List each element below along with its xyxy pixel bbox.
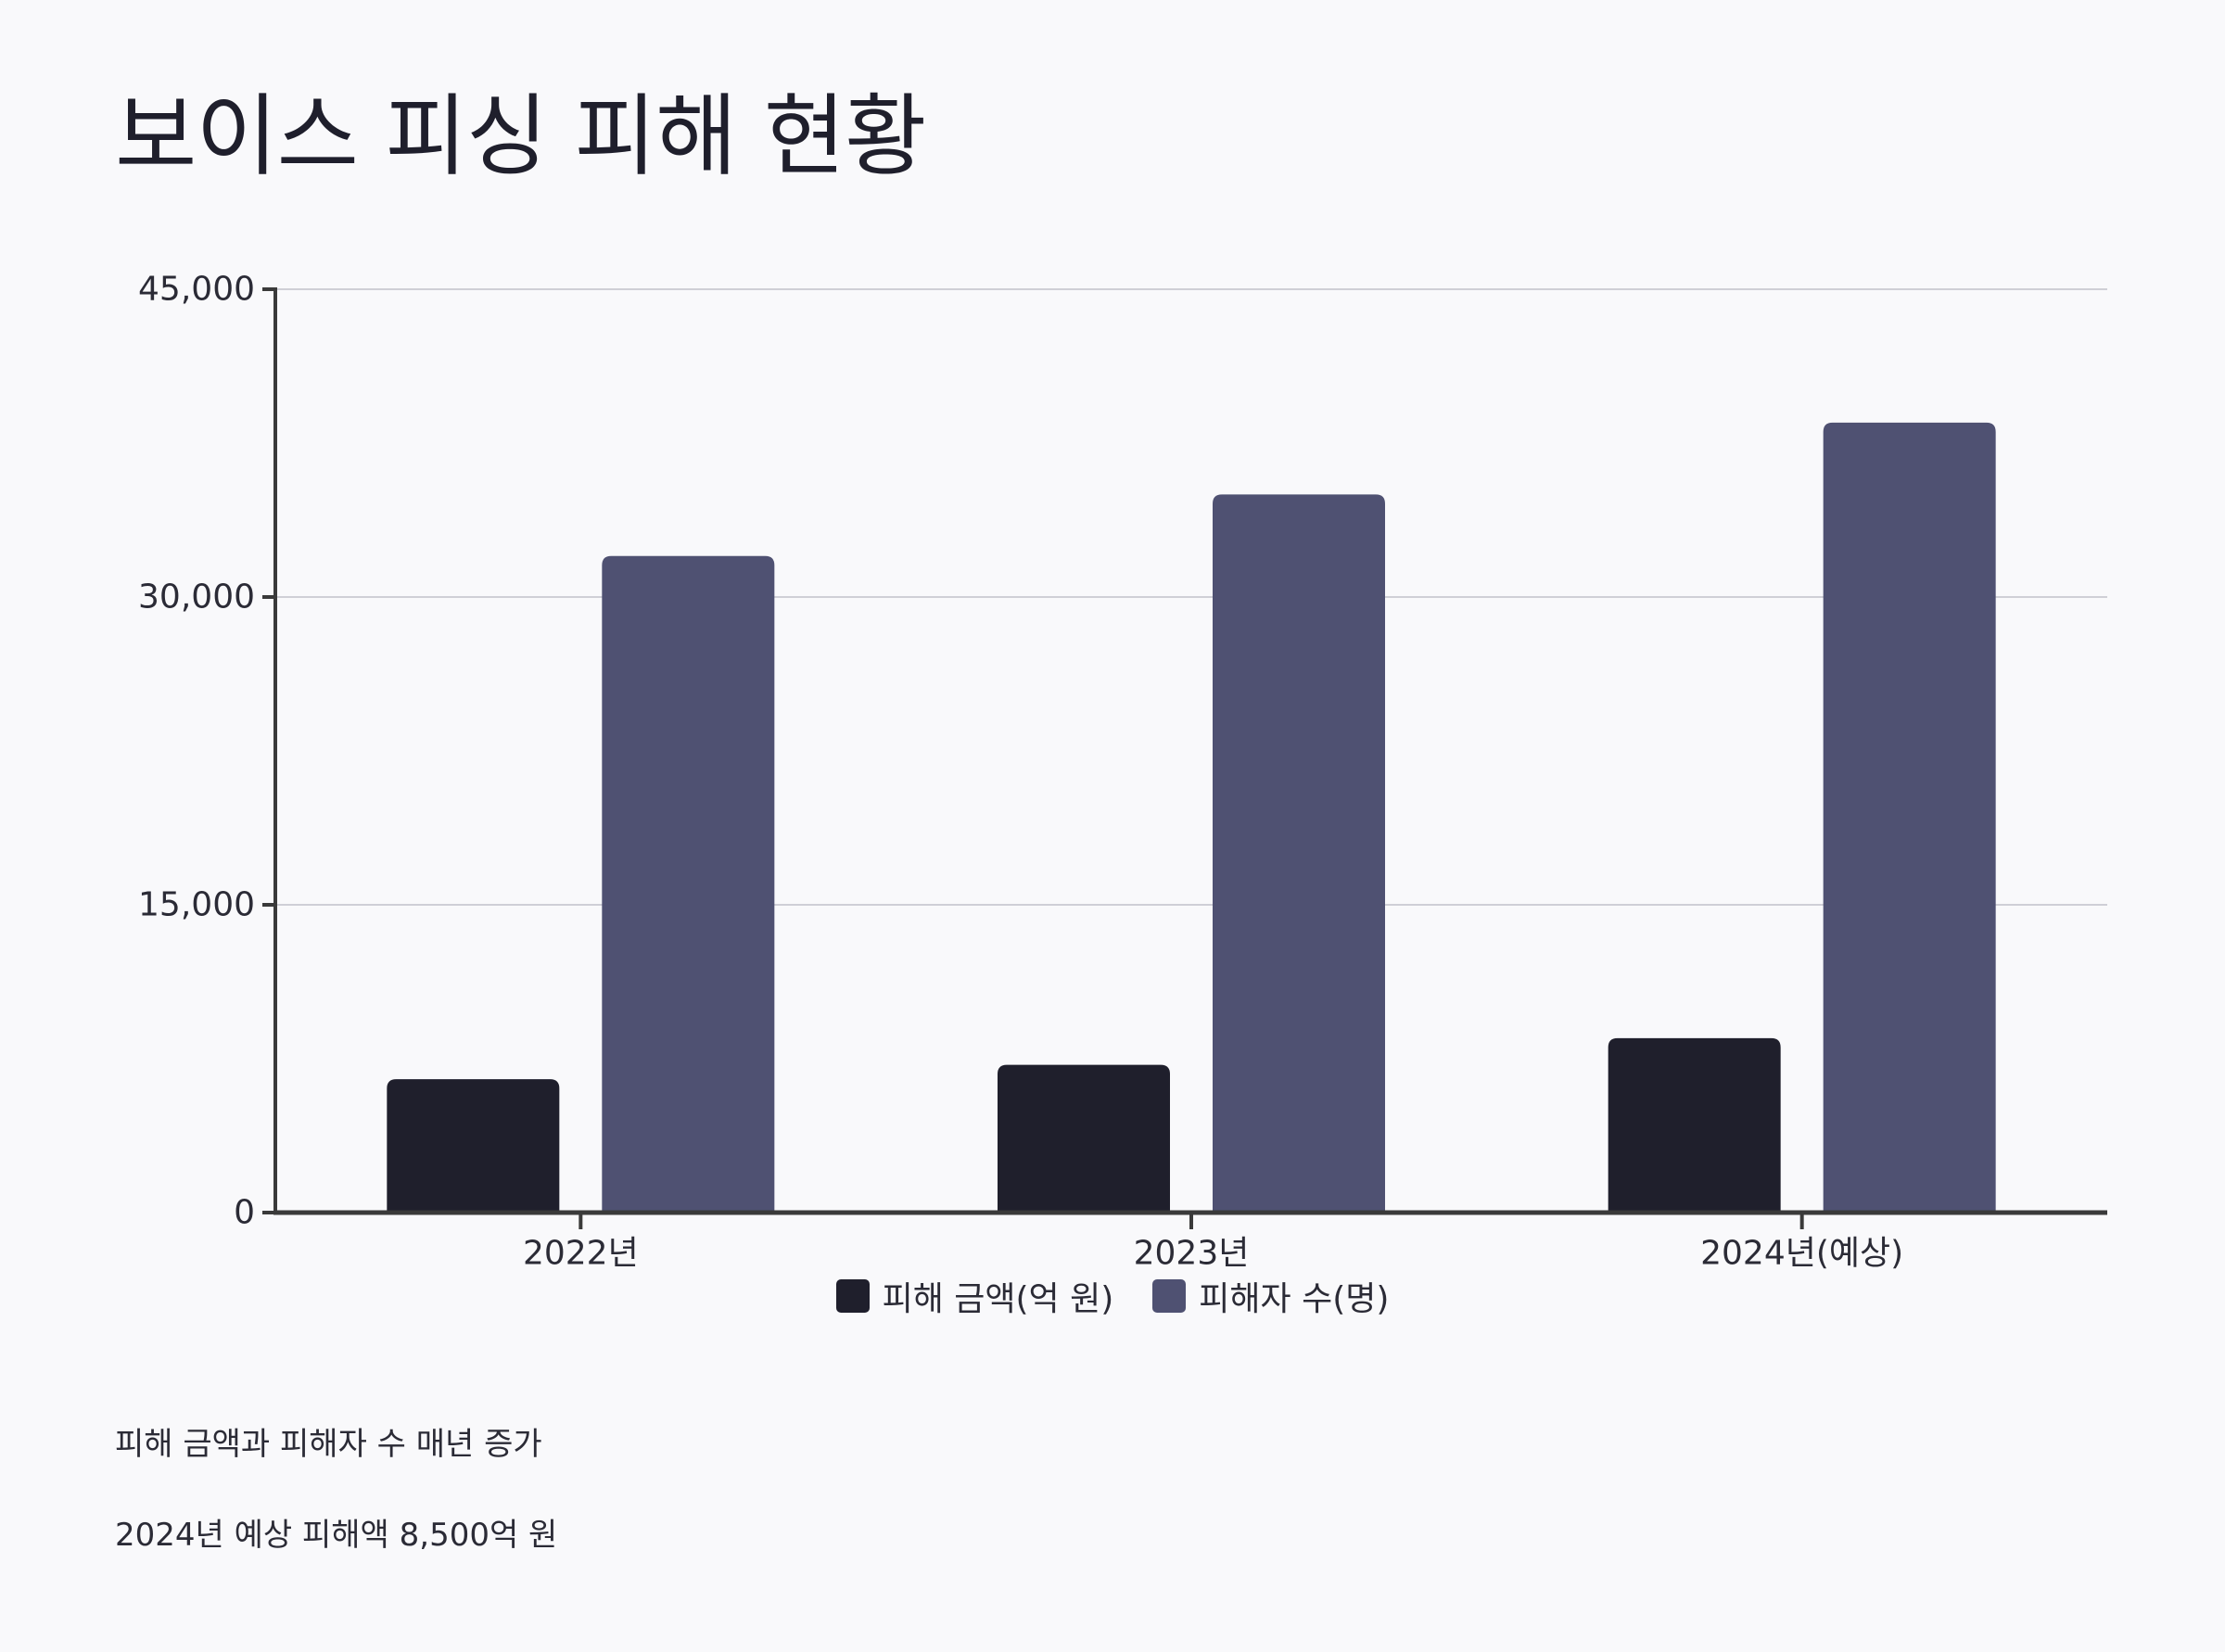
bar-0-1 <box>602 555 775 1213</box>
legend-swatch-victim-count <box>1152 1279 1187 1313</box>
y-tick-label-2: 30,000 <box>138 578 255 616</box>
chart-legend: 피해 금액(억 원) 피해자 수(명) <box>0 1272 2225 1320</box>
grid-lines <box>275 288 2107 906</box>
legend-label-victim-count: 피해자 수(명) <box>1199 1280 1390 1318</box>
bar-1-1 <box>1213 494 1385 1213</box>
axes <box>262 287 2107 1229</box>
bar-2-1 <box>1823 422 1996 1213</box>
legend-label-damage-amount: 피해 금액(억 원) <box>882 1280 1114 1318</box>
x-tick-label-1: 2023년 <box>1134 1235 1250 1273</box>
x-tick-label-2: 2024년(예상) <box>1700 1235 1903 1273</box>
bar-0-0 <box>387 1079 560 1213</box>
x-tick-label-0: 2022년 <box>523 1235 639 1273</box>
bars <box>387 422 1996 1213</box>
tick-labels: 0 15,000 30,000 45,000 2022년 2023년 2024년(예상) <box>138 271 1903 1273</box>
page-title: 보이스 피싱 피해 현황 <box>115 84 926 188</box>
legend-item-damage-amount: 피해 금액(억 원) <box>835 1272 1114 1320</box>
legend-item-victim-count: 피해자 수(명) <box>1152 1272 1389 1320</box>
note-annual-increase: 피해 금액과 피해자 수 매년 증가 <box>115 1426 542 1463</box>
bar-1-0 <box>998 1064 1170 1213</box>
y-tick-label-0: 0 <box>234 1194 255 1232</box>
legend-swatch-damage-amount <box>835 1279 870 1313</box>
bar-2-0 <box>1608 1037 1781 1213</box>
y-tick-label-3: 45,000 <box>138 271 255 309</box>
note-2024-forecast: 2024년 예상 피해액 8,500억 원 <box>115 1517 558 1554</box>
bar-chart: 0 15,000 30,000 45,000 2022년 2023년 2024년(예상) <box>138 271 2107 1273</box>
y-tick-label-1: 15,000 <box>138 886 255 924</box>
